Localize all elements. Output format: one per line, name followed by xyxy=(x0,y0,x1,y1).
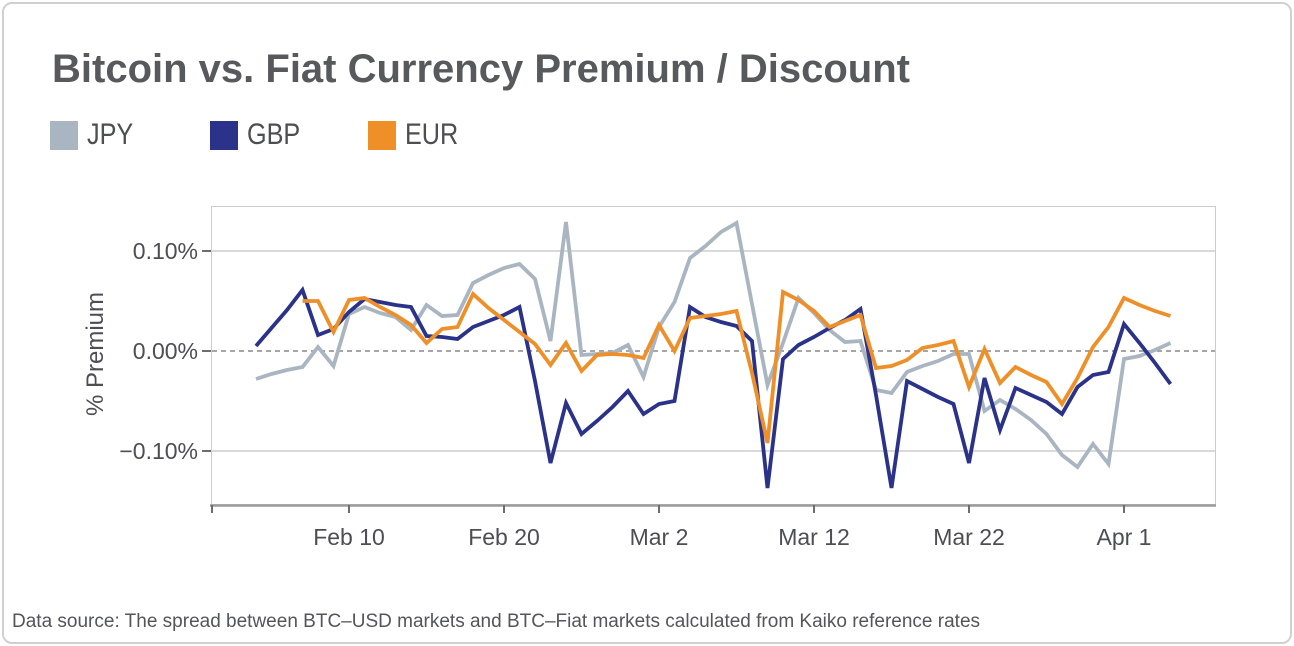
series-line-jpy xyxy=(255,220,1172,470)
y-tick-label-0: 0.10% xyxy=(132,238,198,264)
x-tick-label-4: Mar 22 xyxy=(933,524,1005,550)
legend-swatch-eur xyxy=(368,120,396,150)
chart-title: Bitcoin vs. Fiat Currency Premium / Disc… xyxy=(52,47,910,91)
y-axis-title: % Premium xyxy=(82,291,109,417)
y-tick-label-2: −0.10% xyxy=(119,438,198,464)
legend-label-jpy: JPY xyxy=(87,118,134,151)
x-tick-label-1: Feb 20 xyxy=(468,524,540,550)
legend-swatch-jpy xyxy=(50,120,78,150)
x-tick-marks xyxy=(211,505,1125,513)
y-tick-label-1: 0.00% xyxy=(132,338,198,364)
y-tick-marks xyxy=(202,250,211,452)
legend-item-eur: EUR xyxy=(368,118,468,152)
data-source-note: Data source: The spread between BTC–USD … xyxy=(12,611,981,632)
x-tick-label-5: Apr 1 xyxy=(1096,524,1152,550)
series-line-eur xyxy=(302,289,1172,444)
series-lines xyxy=(254,220,1173,489)
legend-swatch-gbp xyxy=(210,120,238,150)
legend-label-eur: EUR xyxy=(405,118,459,151)
x-tick-label-2: Mar 2 xyxy=(629,524,689,550)
legend-label-gbp: GBP xyxy=(247,118,301,151)
legend-item-gbp: GBP xyxy=(210,118,310,152)
series-line-gbp xyxy=(254,286,1173,489)
x-tick-label-0: Feb 10 xyxy=(313,524,385,550)
legend-item-jpy: JPY xyxy=(50,118,142,152)
x-tick-label-3: Mar 12 xyxy=(778,524,850,550)
